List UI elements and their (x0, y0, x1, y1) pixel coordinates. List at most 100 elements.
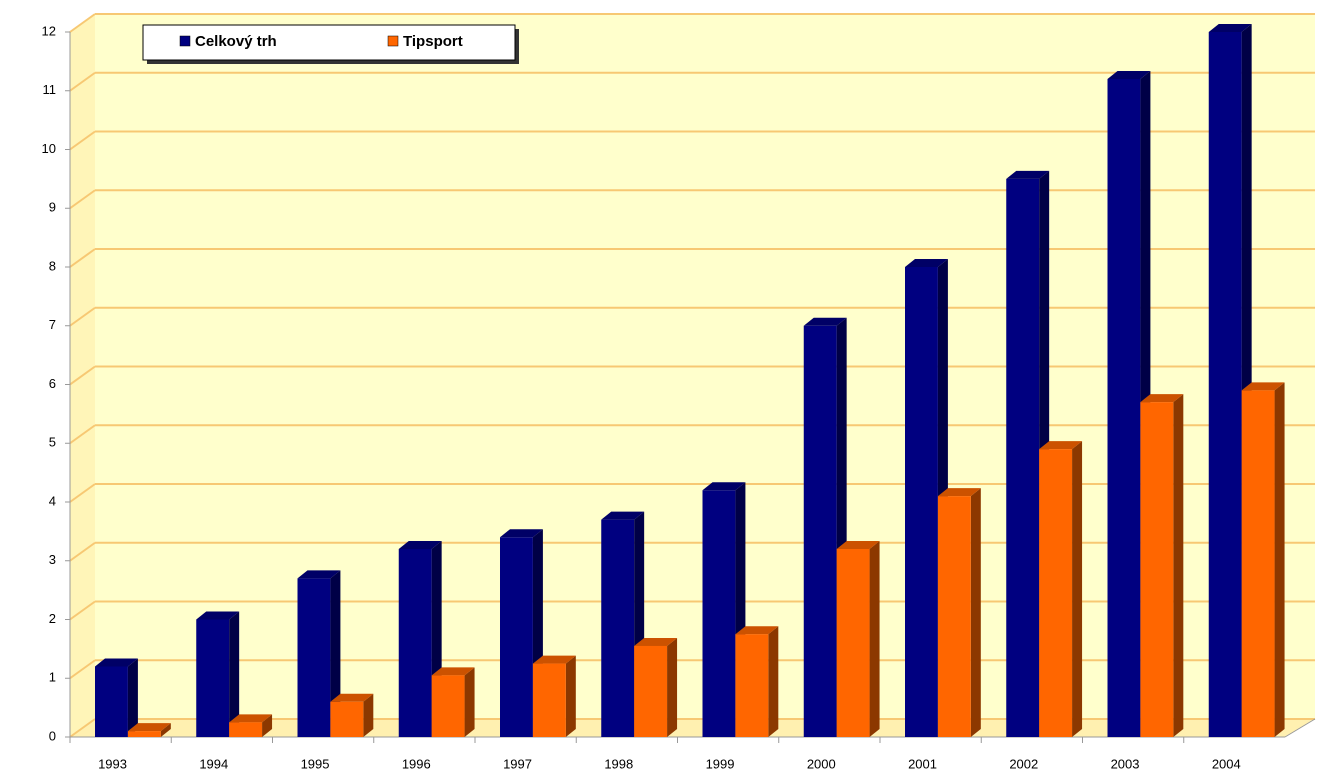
bar-side (127, 658, 138, 737)
legend-label: Tipsport (403, 33, 463, 50)
bar-side (464, 667, 475, 737)
x-tick-label: 1996 (402, 756, 431, 771)
bar-top (532, 655, 576, 664)
bar (95, 666, 128, 737)
bar-top (634, 637, 678, 646)
x-tick-label: 2000 (807, 756, 836, 771)
bar-top (398, 541, 442, 549)
grid-line (69, 189, 96, 210)
bar (937, 496, 971, 737)
bar-top (196, 611, 240, 620)
bar-top (500, 529, 543, 538)
bar-top (1039, 441, 1083, 450)
bar-side (363, 693, 374, 737)
x-tick-label: 1999 (706, 756, 735, 771)
bar-side (667, 637, 678, 737)
bar-top (127, 723, 171, 732)
bar-top (1241, 382, 1285, 391)
grid-line (69, 483, 96, 503)
bar-top (905, 259, 948, 267)
y-tick-label: 8 (49, 258, 56, 273)
bar (500, 537, 533, 737)
bar-side (160, 723, 171, 737)
bar-side (1274, 382, 1285, 737)
bar-top (1107, 71, 1151, 79)
x-tick-label: 1995 (301, 756, 330, 771)
x-tick-label: 2002 (1009, 756, 1038, 771)
bar-side (229, 611, 240, 737)
x-tick-label: 2001 (908, 756, 937, 771)
bar-side (970, 488, 981, 737)
bar (297, 578, 331, 737)
bar-side (1173, 394, 1184, 737)
bar (735, 634, 769, 737)
bar (431, 675, 465, 737)
bar (803, 325, 837, 737)
grid-line (69, 424, 96, 445)
bar-side (330, 570, 341, 737)
x-tick-label: 1997 (503, 756, 532, 771)
y-tick-label: 12 (42, 23, 56, 38)
bar-top (297, 570, 341, 579)
bar-top (937, 488, 981, 497)
legend-swatch (179, 35, 191, 47)
bar (836, 549, 870, 737)
x-axis-depth (1284, 718, 1316, 738)
legend-label: Celkový trh (195, 33, 277, 50)
grid-line (69, 248, 96, 268)
x-tick-label: 2003 (1111, 756, 1140, 771)
y-tick-label: 3 (49, 552, 56, 567)
grid-line (69, 130, 96, 151)
bar-top (803, 317, 847, 326)
bar (905, 267, 938, 737)
bar-side (1072, 441, 1083, 737)
bar (532, 663, 566, 737)
x-tick-label: 1993 (98, 756, 127, 771)
y-tick-label: 11 (43, 82, 57, 97)
bar-side (768, 626, 779, 737)
bar (1039, 449, 1073, 737)
grid-line (69, 600, 96, 621)
bar (127, 731, 161, 737)
grid-line (69, 306, 96, 327)
y-tick-label: 4 (49, 493, 56, 508)
bar-side (869, 541, 880, 737)
y-tick-label: 1 (49, 670, 56, 685)
floor (70, 719, 1315, 737)
y-tick-label: 6 (49, 376, 56, 391)
bar (634, 645, 668, 737)
bar (229, 722, 263, 737)
y-tick-label: 7 (49, 317, 56, 332)
x-tick-label: 1998 (604, 756, 633, 771)
y-tick-label: 5 (49, 435, 56, 450)
y-tick-label: 10 (42, 141, 56, 156)
bar (1107, 79, 1141, 737)
bar-top (601, 511, 645, 520)
grid-line (69, 718, 96, 738)
bar-top (1140, 394, 1184, 403)
x-tick-label: 2004 (1212, 756, 1241, 771)
grid-line (69, 659, 96, 680)
bar (1208, 32, 1242, 737)
bar-top (431, 667, 475, 676)
bar-side (262, 714, 273, 737)
bar-top (702, 482, 746, 491)
bar-top (229, 714, 273, 723)
bar (702, 490, 736, 737)
y-tick-label: 2 (49, 611, 56, 626)
legend (142, 24, 516, 61)
bar (196, 619, 230, 737)
bar (1140, 402, 1174, 737)
bar-top (95, 658, 138, 667)
bar (398, 549, 432, 737)
bar (601, 519, 635, 737)
legend-swatch (387, 35, 399, 47)
grid-line (69, 71, 96, 92)
bar (1006, 178, 1040, 737)
bar-top (735, 626, 779, 635)
grid-line (69, 541, 96, 562)
grid-line (69, 365, 96, 386)
bar-top (1208, 24, 1252, 32)
y-tick-label: 0 (49, 728, 56, 743)
